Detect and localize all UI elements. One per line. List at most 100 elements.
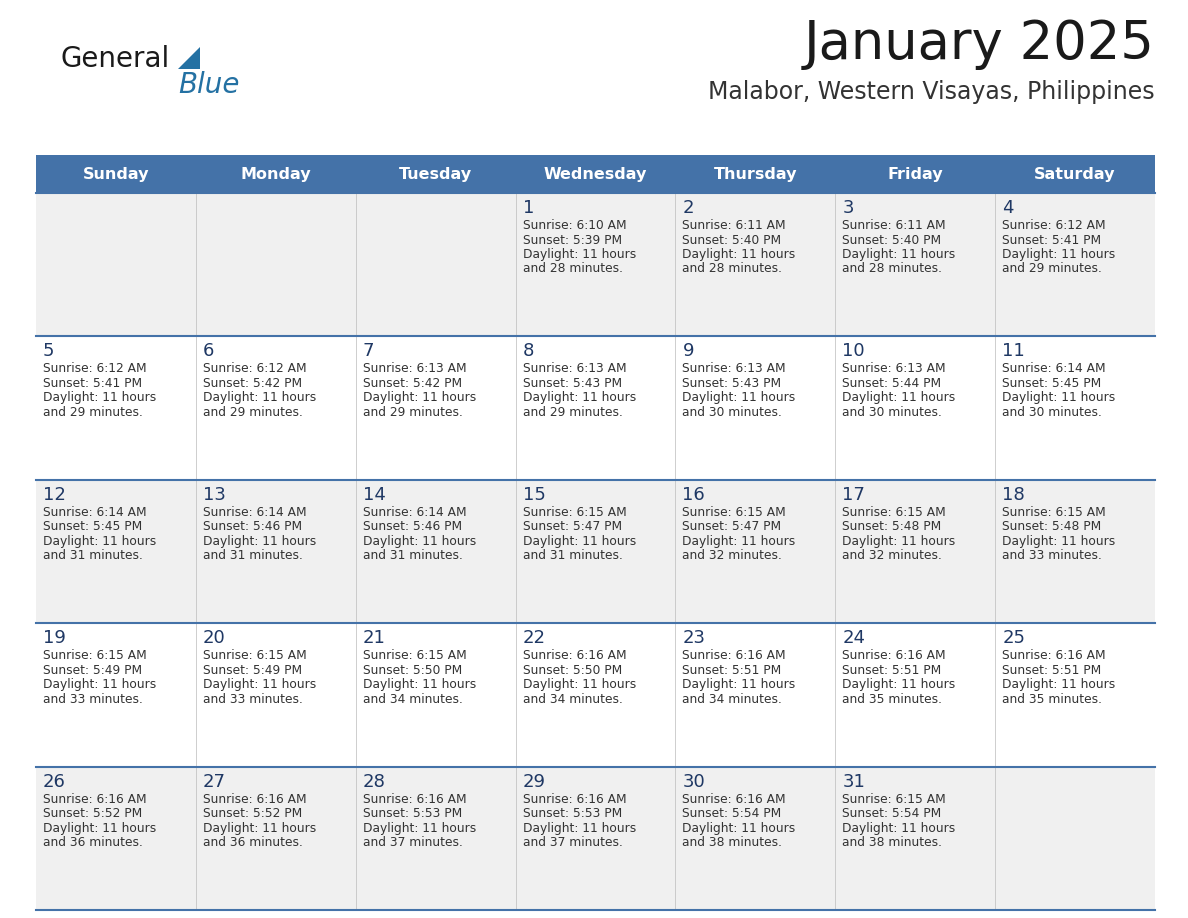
Text: Wednesday: Wednesday [544,166,647,182]
Bar [36,155,1155,193]
Bar [196,193,355,336]
Text: Daylight: 11 hours: Daylight: 11 hours [43,535,157,548]
Text: and 31 minutes.: and 31 minutes. [523,549,623,563]
Text: and 30 minutes.: and 30 minutes. [1003,406,1102,419]
Text: Sunrise: 6:11 AM: Sunrise: 6:11 AM [842,219,946,232]
Text: 24: 24 [842,629,865,647]
Text: and 33 minutes.: and 33 minutes. [43,693,143,706]
Text: and 33 minutes.: and 33 minutes. [203,693,303,706]
Text: 28: 28 [362,773,386,790]
Text: Daylight: 11 hours: Daylight: 11 hours [523,822,636,834]
Bar [835,767,996,910]
Text: and 29 minutes.: and 29 minutes. [203,406,303,419]
Text: Sunset: 5:43 PM: Sunset: 5:43 PM [523,377,621,390]
Bar [196,767,355,910]
Text: Sunset: 5:45 PM: Sunset: 5:45 PM [43,521,143,533]
Text: Daylight: 11 hours: Daylight: 11 hours [682,678,796,691]
Text: 6: 6 [203,342,214,361]
Text: Sunset: 5:46 PM: Sunset: 5:46 PM [362,521,462,533]
Text: Daylight: 11 hours: Daylight: 11 hours [203,678,316,691]
Bar [676,480,835,623]
Text: and 30 minutes.: and 30 minutes. [682,406,783,419]
Text: 16: 16 [682,486,706,504]
Text: Daylight: 11 hours: Daylight: 11 hours [203,822,316,834]
Text: Sunrise: 6:16 AM: Sunrise: 6:16 AM [523,792,626,806]
Text: Daylight: 11 hours: Daylight: 11 hours [1003,678,1116,691]
Text: Sunrise: 6:16 AM: Sunrise: 6:16 AM [523,649,626,662]
Bar [196,336,355,480]
Text: Thursday: Thursday [714,166,797,182]
Text: Daylight: 11 hours: Daylight: 11 hours [682,822,796,834]
Text: Daylight: 11 hours: Daylight: 11 hours [43,822,157,834]
Text: Sunset: 5:52 PM: Sunset: 5:52 PM [43,807,143,820]
Bar [996,336,1155,480]
Text: and 34 minutes.: and 34 minutes. [682,693,783,706]
Text: Daylight: 11 hours: Daylight: 11 hours [362,391,476,405]
Text: and 34 minutes.: and 34 minutes. [362,693,462,706]
Text: 10: 10 [842,342,865,361]
Bar [355,480,516,623]
Bar [516,623,676,767]
Text: Sunrise: 6:14 AM: Sunrise: 6:14 AM [362,506,467,519]
Text: Sunrise: 6:13 AM: Sunrise: 6:13 AM [362,363,467,375]
Text: Sunrise: 6:14 AM: Sunrise: 6:14 AM [43,506,146,519]
Text: Sunrise: 6:13 AM: Sunrise: 6:13 AM [682,363,786,375]
Text: and 31 minutes.: and 31 minutes. [43,549,143,563]
Text: Sunset: 5:43 PM: Sunset: 5:43 PM [682,377,782,390]
Text: 22: 22 [523,629,545,647]
Text: and 35 minutes.: and 35 minutes. [842,693,942,706]
Bar [355,193,516,336]
Text: and 29 minutes.: and 29 minutes. [523,406,623,419]
Bar [36,623,196,767]
Bar [676,336,835,480]
Text: Sunrise: 6:12 AM: Sunrise: 6:12 AM [43,363,146,375]
Text: Sunset: 5:53 PM: Sunset: 5:53 PM [523,807,621,820]
Bar [516,767,676,910]
Text: and 31 minutes.: and 31 minutes. [203,549,303,563]
Text: Sunday: Sunday [83,166,150,182]
Text: Daylight: 11 hours: Daylight: 11 hours [362,678,476,691]
Text: Sunset: 5:52 PM: Sunset: 5:52 PM [203,807,302,820]
Text: Friday: Friday [887,166,943,182]
Text: Daylight: 11 hours: Daylight: 11 hours [1003,391,1116,405]
Text: Daylight: 11 hours: Daylight: 11 hours [682,248,796,261]
Text: and 28 minutes.: and 28 minutes. [842,263,942,275]
Text: Sunset: 5:54 PM: Sunset: 5:54 PM [842,807,942,820]
Text: 18: 18 [1003,486,1025,504]
Text: Sunrise: 6:16 AM: Sunrise: 6:16 AM [362,792,467,806]
Text: Sunset: 5:46 PM: Sunset: 5:46 PM [203,521,302,533]
Text: Sunset: 5:42 PM: Sunset: 5:42 PM [203,377,302,390]
Text: Sunset: 5:39 PM: Sunset: 5:39 PM [523,233,621,247]
Text: and 35 minutes.: and 35 minutes. [1003,693,1102,706]
Text: and 30 minutes.: and 30 minutes. [842,406,942,419]
Bar [36,767,196,910]
Bar [516,336,676,480]
Bar [835,480,996,623]
Bar [516,193,676,336]
Text: Sunset: 5:40 PM: Sunset: 5:40 PM [682,233,782,247]
Text: 31: 31 [842,773,865,790]
Text: Daylight: 11 hours: Daylight: 11 hours [203,391,316,405]
Text: Malabor, Western Visayas, Philippines: Malabor, Western Visayas, Philippines [708,80,1155,104]
Bar [355,623,516,767]
Text: Sunrise: 6:16 AM: Sunrise: 6:16 AM [682,649,786,662]
Text: 17: 17 [842,486,865,504]
Text: Daylight: 11 hours: Daylight: 11 hours [1003,535,1116,548]
Text: Sunrise: 6:14 AM: Sunrise: 6:14 AM [203,506,307,519]
Text: Daylight: 11 hours: Daylight: 11 hours [43,678,157,691]
Bar [996,480,1155,623]
Text: 7: 7 [362,342,374,361]
Text: and 32 minutes.: and 32 minutes. [842,549,942,563]
Bar [676,623,835,767]
Text: 23: 23 [682,629,706,647]
Text: Daylight: 11 hours: Daylight: 11 hours [523,391,636,405]
Text: Sunrise: 6:15 AM: Sunrise: 6:15 AM [842,792,946,806]
Text: Sunrise: 6:16 AM: Sunrise: 6:16 AM [43,792,146,806]
Text: Daylight: 11 hours: Daylight: 11 hours [842,822,955,834]
Text: 3: 3 [842,199,854,217]
Text: Sunrise: 6:15 AM: Sunrise: 6:15 AM [362,649,467,662]
Text: Sunset: 5:41 PM: Sunset: 5:41 PM [43,377,143,390]
Text: Sunrise: 6:15 AM: Sunrise: 6:15 AM [523,506,626,519]
Text: Sunrise: 6:12 AM: Sunrise: 6:12 AM [1003,219,1106,232]
Text: Daylight: 11 hours: Daylight: 11 hours [842,248,955,261]
